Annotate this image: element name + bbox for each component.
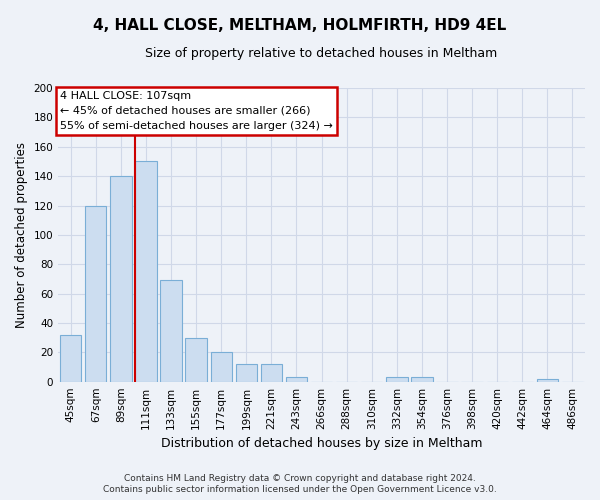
Bar <box>136 162 157 382</box>
Text: 4, HALL CLOSE, MELTHAM, HOLMFIRTH, HD9 4EL: 4, HALL CLOSE, MELTHAM, HOLMFIRTH, HD9 4… <box>94 18 506 32</box>
Bar <box>236 364 257 382</box>
Text: 4 HALL CLOSE: 107sqm
← 45% of detached houses are smaller (266)
55% of semi-deta: 4 HALL CLOSE: 107sqm ← 45% of detached h… <box>60 91 333 130</box>
Title: Size of property relative to detached houses in Meltham: Size of property relative to detached ho… <box>145 48 498 60</box>
Text: Contains HM Land Registry data © Crown copyright and database right 2024.
Contai: Contains HM Land Registry data © Crown c… <box>103 474 497 494</box>
Bar <box>211 352 232 382</box>
Bar <box>286 378 307 382</box>
X-axis label: Distribution of detached houses by size in Meltham: Distribution of detached houses by size … <box>161 437 482 450</box>
Y-axis label: Number of detached properties: Number of detached properties <box>15 142 28 328</box>
Bar <box>85 206 106 382</box>
Bar <box>160 280 182 382</box>
Bar <box>60 334 82 382</box>
Bar <box>386 378 407 382</box>
Bar <box>411 378 433 382</box>
Bar <box>537 378 558 382</box>
Bar <box>185 338 207 382</box>
Bar <box>110 176 131 382</box>
Bar <box>261 364 282 382</box>
